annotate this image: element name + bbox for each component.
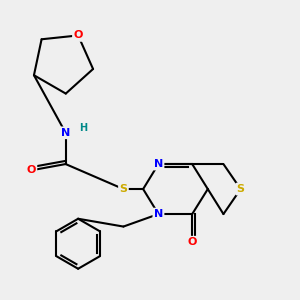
Text: S: S: [237, 184, 244, 194]
Text: S: S: [119, 184, 128, 194]
Text: N: N: [61, 128, 70, 138]
Text: O: O: [188, 237, 197, 247]
Text: N: N: [154, 209, 163, 219]
Text: N: N: [154, 159, 163, 169]
Text: O: O: [74, 30, 83, 40]
Text: H: H: [79, 123, 87, 133]
Text: O: O: [27, 165, 36, 175]
